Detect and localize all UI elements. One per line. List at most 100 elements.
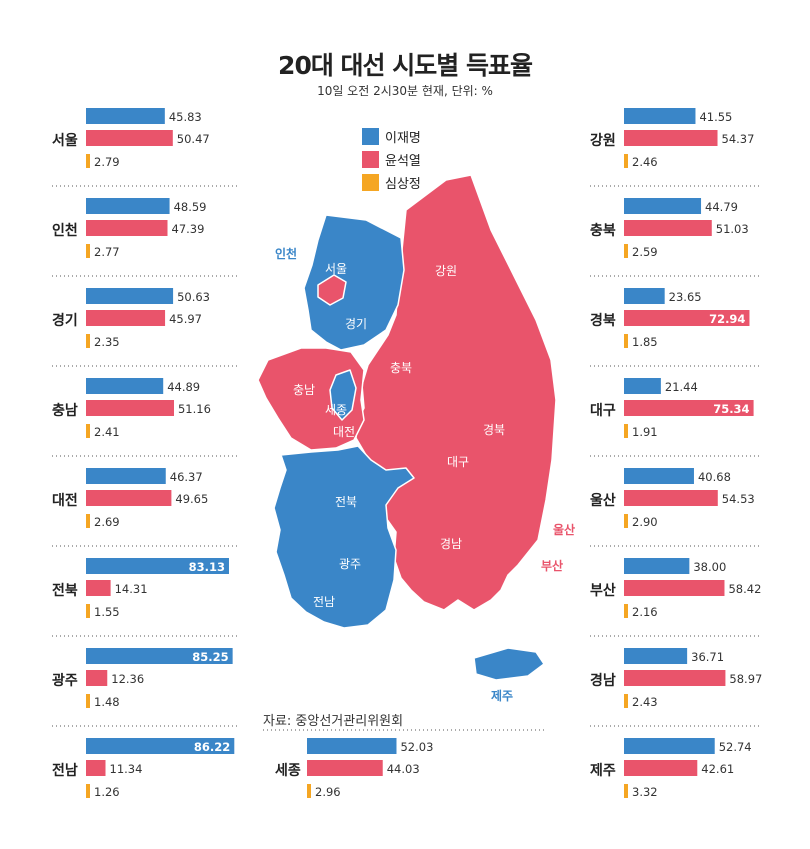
region-11-value-sim: 1.85 — [632, 335, 658, 349]
region-6-bar-sim — [86, 694, 90, 708]
map-label-incheon: 인천 — [275, 246, 297, 261]
region-7-name: 전남 — [52, 762, 78, 779]
region-11-bar-yoon — [624, 310, 750, 326]
region-11-value-lee: 23.65 — [669, 290, 702, 304]
region-12-bar-sim — [624, 424, 628, 438]
region-8-name: 세종 — [275, 763, 301, 779]
map-label-gangwon: 강원 — [435, 264, 457, 278]
region-7-value-lee: 86.22 — [194, 740, 230, 754]
region-4-value-sim: 2.69 — [94, 515, 120, 529]
region-8-value-sim: 2.96 — [315, 785, 341, 799]
region-3-bar-yoon — [86, 400, 174, 416]
region-2-value-lee: 50.63 — [177, 290, 210, 304]
region-16-name: 제주 — [590, 763, 616, 779]
map-label-seoul: 서울 — [325, 262, 347, 276]
legend-item-sim: 심상정 — [362, 171, 421, 194]
region-8-bar-sim — [307, 784, 311, 798]
region-3-bar-lee — [86, 378, 164, 394]
region-1-value-yoon: 47.39 — [172, 222, 205, 236]
region-6-bar-yoon — [86, 670, 108, 686]
map-region-sejong — [329, 369, 357, 421]
region-11-name: 경북 — [590, 312, 616, 329]
map-label-gwangju: 광주 — [339, 557, 361, 571]
region-12-value-lee: 21.44 — [665, 380, 698, 394]
legend: 이재명 윤석열 심상정 — [362, 125, 421, 194]
region-13-name: 울산 — [590, 492, 616, 509]
region-10-name: 충북 — [590, 223, 616, 239]
region-14-value-sim: 2.16 — [632, 605, 658, 619]
legend-label-sim: 심상정 — [385, 177, 421, 192]
region-8-bar-lee — [307, 738, 397, 754]
region-16-bar-yoon — [624, 760, 698, 776]
region-8-value-lee: 52.03 — [400, 740, 433, 754]
region-0-value-lee: 45.83 — [169, 110, 202, 124]
region-15-value-sim: 2.43 — [632, 695, 658, 709]
region-4-name: 대전 — [52, 492, 78, 509]
source-note: 자료: 중앙선거관리위원회 — [263, 714, 404, 729]
region-0-bar-yoon — [86, 130, 173, 146]
map-label-sejong: 세종 — [325, 403, 347, 417]
region-0-name: 서울 — [52, 132, 78, 149]
region-1-bar-yoon — [86, 220, 168, 236]
region-10-value-lee: 44.79 — [705, 200, 738, 214]
region-12-bar-lee — [624, 378, 661, 394]
region-6-value-yoon: 12.36 — [111, 672, 144, 686]
region-5-value-lee: 83.13 — [189, 560, 225, 574]
map-label-jeonnam: 전남 — [313, 595, 335, 609]
region-6-value-lee: 85.25 — [192, 650, 228, 664]
region-15-bar-sim — [624, 694, 628, 708]
legend-swatch-yoon — [362, 151, 379, 168]
region-5-bar-lee — [86, 558, 229, 574]
region-13-bar-lee — [624, 468, 694, 484]
region-15-name: 경남 — [590, 672, 616, 689]
region-2-bar-lee — [86, 288, 174, 304]
region-4-bar-yoon — [86, 490, 172, 506]
region-16-bar-sim — [624, 784, 628, 798]
region-10-value-sim: 2.59 — [632, 245, 658, 259]
region-10-value-yoon: 51.03 — [716, 222, 749, 236]
region-9-bar-yoon — [624, 130, 718, 146]
map-label-busan: 부산 — [541, 558, 563, 573]
region-5-bar-sim — [86, 604, 90, 618]
region-13-value-sim: 2.90 — [632, 515, 658, 529]
region-0-value-yoon: 50.47 — [177, 132, 210, 146]
map-region-seoul — [317, 274, 347, 306]
region-13-bar-yoon — [624, 490, 718, 506]
region-12-value-sim: 1.91 — [632, 425, 658, 439]
region-1-value-sim: 2.77 — [94, 245, 120, 259]
map-label-chungnam: 충남 — [293, 383, 315, 397]
region-11-value-yoon: 72.94 — [709, 312, 745, 326]
region-14-bar-yoon — [624, 580, 725, 596]
region-7-bar-lee — [86, 738, 235, 754]
region-13-bar-sim — [624, 514, 628, 528]
region-1-name: 인천 — [52, 222, 78, 239]
legend-swatch-lee — [362, 128, 379, 145]
region-6-name: 광주 — [52, 672, 78, 689]
legend-item-lee: 이재명 — [362, 125, 421, 148]
region-7-bar-sim — [86, 784, 90, 798]
region-14-value-lee: 38.00 — [693, 560, 726, 574]
region-7-bar-yoon — [86, 760, 106, 776]
region-4-value-lee: 46.37 — [170, 470, 203, 484]
region-3-value-yoon: 51.16 — [178, 402, 211, 416]
region-14-name: 부산 — [590, 582, 616, 599]
region-2-bar-sim — [86, 334, 90, 348]
region-9-value-sim: 2.46 — [632, 155, 658, 169]
region-16-bar-lee — [624, 738, 715, 754]
region-9-name: 강원 — [590, 132, 616, 149]
region-1-value-lee: 48.59 — [174, 200, 207, 214]
region-11-bar-lee — [624, 288, 665, 304]
map-label-chungbuk: 충북 — [390, 361, 412, 375]
map-label-ulsan: 울산 — [553, 522, 575, 537]
legend-item-yoon: 윤석열 — [362, 148, 421, 171]
region-9-bar-sim — [624, 154, 628, 168]
region-15-bar-lee — [624, 648, 688, 664]
region-3-bar-sim — [86, 424, 90, 438]
region-4-value-yoon: 49.65 — [175, 492, 208, 506]
region-9-value-yoon: 54.37 — [722, 132, 755, 146]
region-6-bar-lee — [86, 648, 233, 664]
region-15-bar-yoon — [624, 670, 726, 686]
region-0-value-sim: 2.79 — [94, 155, 120, 169]
region-14-value-yoon: 58.42 — [728, 582, 761, 596]
